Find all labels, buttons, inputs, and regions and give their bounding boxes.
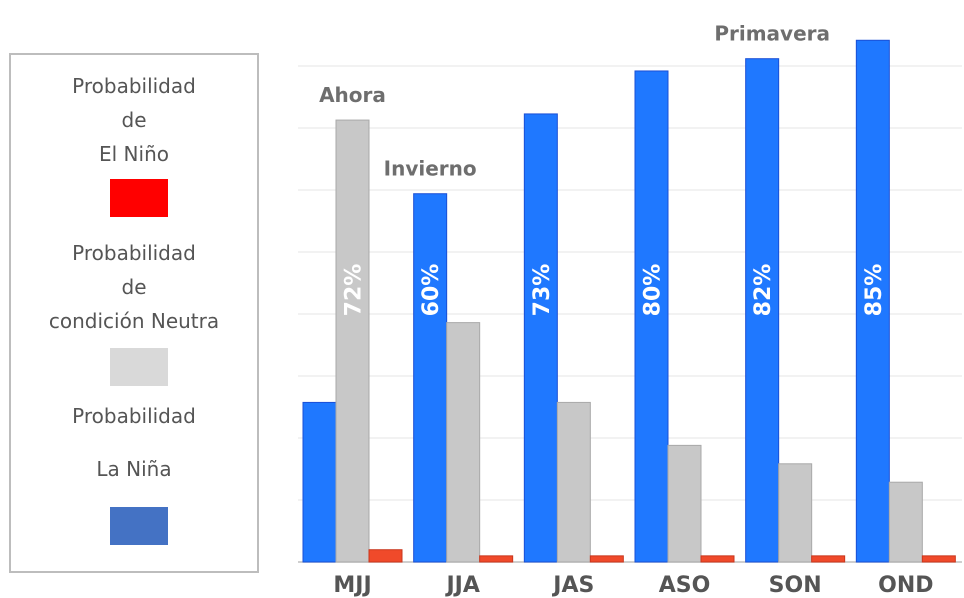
bar-jas-series-0 — [523, 113, 558, 563]
x-tick-label-mjj: MJJ — [333, 573, 371, 598]
data-label-jja: 60% — [419, 264, 444, 317]
legend-box: Probabilidad de El Niño Probabilidad de … — [9, 53, 259, 573]
annotation-primavera: Primavera — [714, 22, 830, 46]
legend-label-el-nino: Probabilidad de El Niño — [72, 74, 196, 166]
annotation-invierno: Invierno — [384, 157, 477, 181]
bar-aso-series-0 — [634, 70, 669, 563]
bar-ond-series-0 — [855, 39, 890, 563]
legend-swatch-la-nina — [110, 507, 168, 545]
data-label-mjj: 72% — [342, 264, 367, 317]
x-tick-label-jas: JAS — [551, 573, 594, 598]
bar-ond-series-2 — [921, 555, 956, 563]
annotation-ahora: Ahora — [319, 83, 386, 107]
x-tick-label-son: SON — [769, 573, 822, 598]
bar-jja-series-0 — [413, 193, 448, 563]
legend-swatch-el-nino — [110, 179, 168, 217]
legend-label-la-nina-title: Probabilidad — [72, 404, 196, 428]
bar-jja-series-2 — [479, 555, 514, 563]
legend-swatch-neutral — [110, 348, 168, 386]
bar-jas-series-2 — [589, 555, 624, 563]
data-label-jas: 73% — [530, 264, 555, 317]
x-tick-label-aso: ASO — [659, 573, 711, 598]
x-tick-label-ond: OND — [878, 573, 933, 598]
bar-son-series-2 — [811, 555, 846, 563]
data-label-ond: 85% — [862, 264, 887, 317]
bar-ond-series-1 — [888, 481, 923, 563]
legend-label-la-nina: La Niña — [96, 457, 172, 481]
bar-mjj-series-1 — [335, 119, 370, 563]
data-label-son: 82% — [751, 264, 776, 317]
bar-son-series-0 — [745, 58, 780, 563]
data-label-aso: 80% — [641, 264, 666, 317]
bar-aso-series-1 — [667, 444, 702, 563]
bar-jas-series-1 — [556, 401, 591, 563]
x-tick-label-jja: JJA — [444, 573, 479, 598]
bar-mjj-series-2 — [368, 549, 403, 563]
legend-label-neutral: Probabilidad de condición Neutra — [48, 241, 220, 333]
bar-mjj-series-0 — [302, 401, 337, 563]
bar-son-series-1 — [778, 463, 813, 563]
bar-aso-series-2 — [700, 555, 735, 563]
bar-jja-series-1 — [446, 322, 481, 563]
